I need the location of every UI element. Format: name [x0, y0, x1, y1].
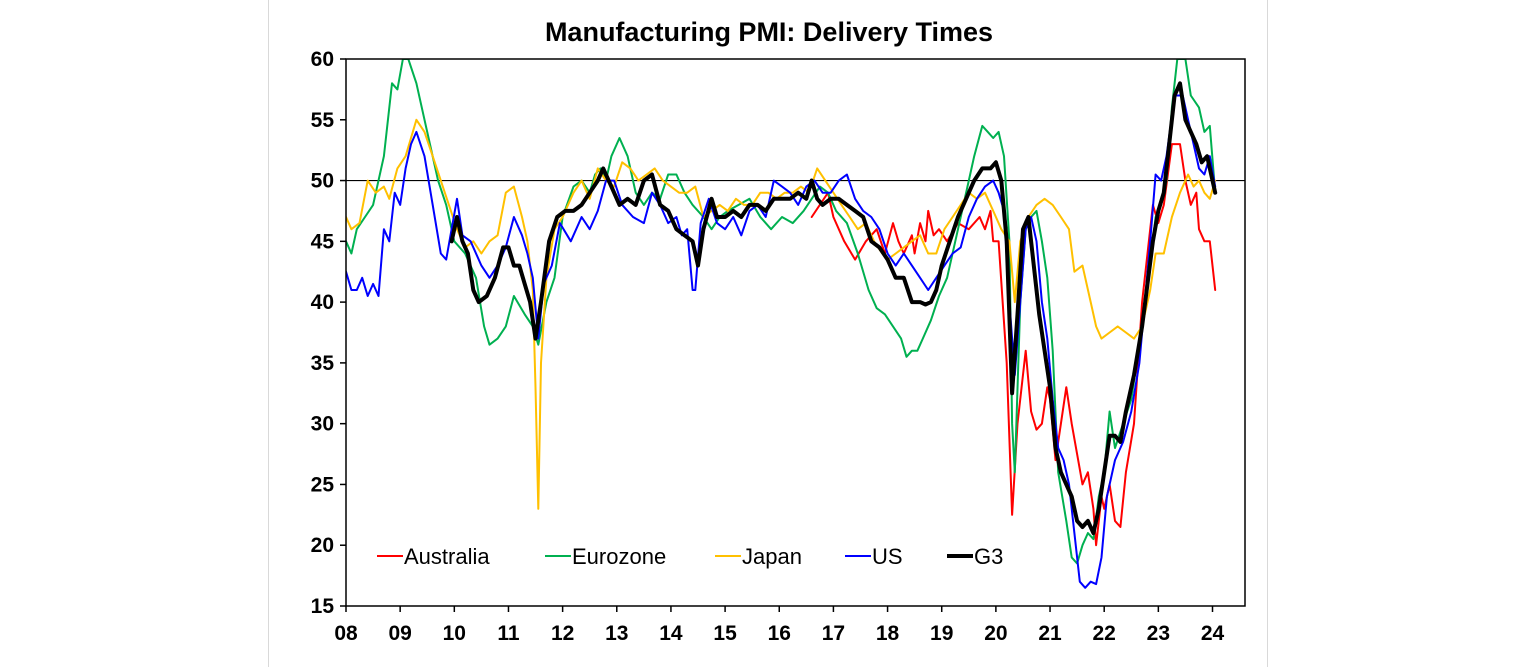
x-tick-label: 09	[388, 622, 411, 645]
y-tick-label: 50	[311, 170, 334, 193]
legend-label-australia: Australia	[404, 544, 490, 569]
series-line-australia	[810, 143, 1217, 547]
y-tick-label: 30	[311, 413, 334, 436]
y-axis: 15 20 25 30 35 40 45 50 55 60	[311, 48, 346, 618]
legend-label-japan: Japan	[742, 544, 802, 569]
legend-label-eurozone: Eurozone	[572, 544, 666, 569]
x-tick-label: 23	[1147, 622, 1170, 645]
x-tick-label: 17	[822, 622, 845, 645]
x-tick-label: 08	[334, 622, 358, 645]
y-tick-label: 60	[311, 48, 334, 71]
y-tick-label: 45	[311, 230, 335, 253]
x-tick-label: 20	[984, 622, 1007, 645]
x-tick-label: 11	[497, 622, 520, 645]
y-tick-label: 25	[311, 473, 335, 496]
x-tick-label: 14	[659, 622, 683, 645]
x-tick-label: 21	[1038, 622, 1062, 645]
y-tick-label: 20	[311, 534, 334, 557]
y-tick-label: 35	[311, 352, 335, 375]
x-tick-label: 12	[551, 622, 574, 645]
chart-container: Manufacturing PMI: Delivery Times 15 20 25…	[268, 0, 1268, 667]
series-layer	[346, 59, 1245, 589]
x-tick-label: 19	[930, 622, 953, 645]
x-tick-label: 24	[1201, 622, 1225, 645]
plot-area-frame	[345, 58, 1246, 607]
y-tick-label: 40	[311, 291, 334, 314]
y-tick-label: 15	[311, 595, 335, 618]
legend: Australia Eurozone Japan US G3	[377, 544, 1003, 569]
legend-label-us: US	[872, 544, 903, 569]
x-tick-label: 22	[1093, 622, 1116, 645]
x-tick-label: 13	[605, 622, 628, 645]
y-tick-label: 55	[311, 109, 335, 132]
x-tick-label: 10	[443, 622, 466, 645]
x-axis: 08 09 10 11 12 13 14 15 16 17 18 19 20 21 22 23 24	[334, 606, 1225, 645]
series-line-japan	[346, 118, 1217, 510]
x-tick-label: 18	[876, 622, 900, 645]
x-tick-label: 15	[713, 622, 737, 645]
chart-svg: Manufacturing PMI: Delivery Times 15 20 25…	[311, 17, 1246, 645]
series-line-eurozone	[346, 59, 1217, 565]
x-tick-label: 16	[768, 622, 791, 645]
chart-title: Manufacturing PMI: Delivery Times	[545, 17, 993, 47]
series-line-g3	[449, 81, 1218, 536]
series-line-us	[346, 94, 1217, 589]
legend-label-g3: G3	[974, 544, 1003, 569]
